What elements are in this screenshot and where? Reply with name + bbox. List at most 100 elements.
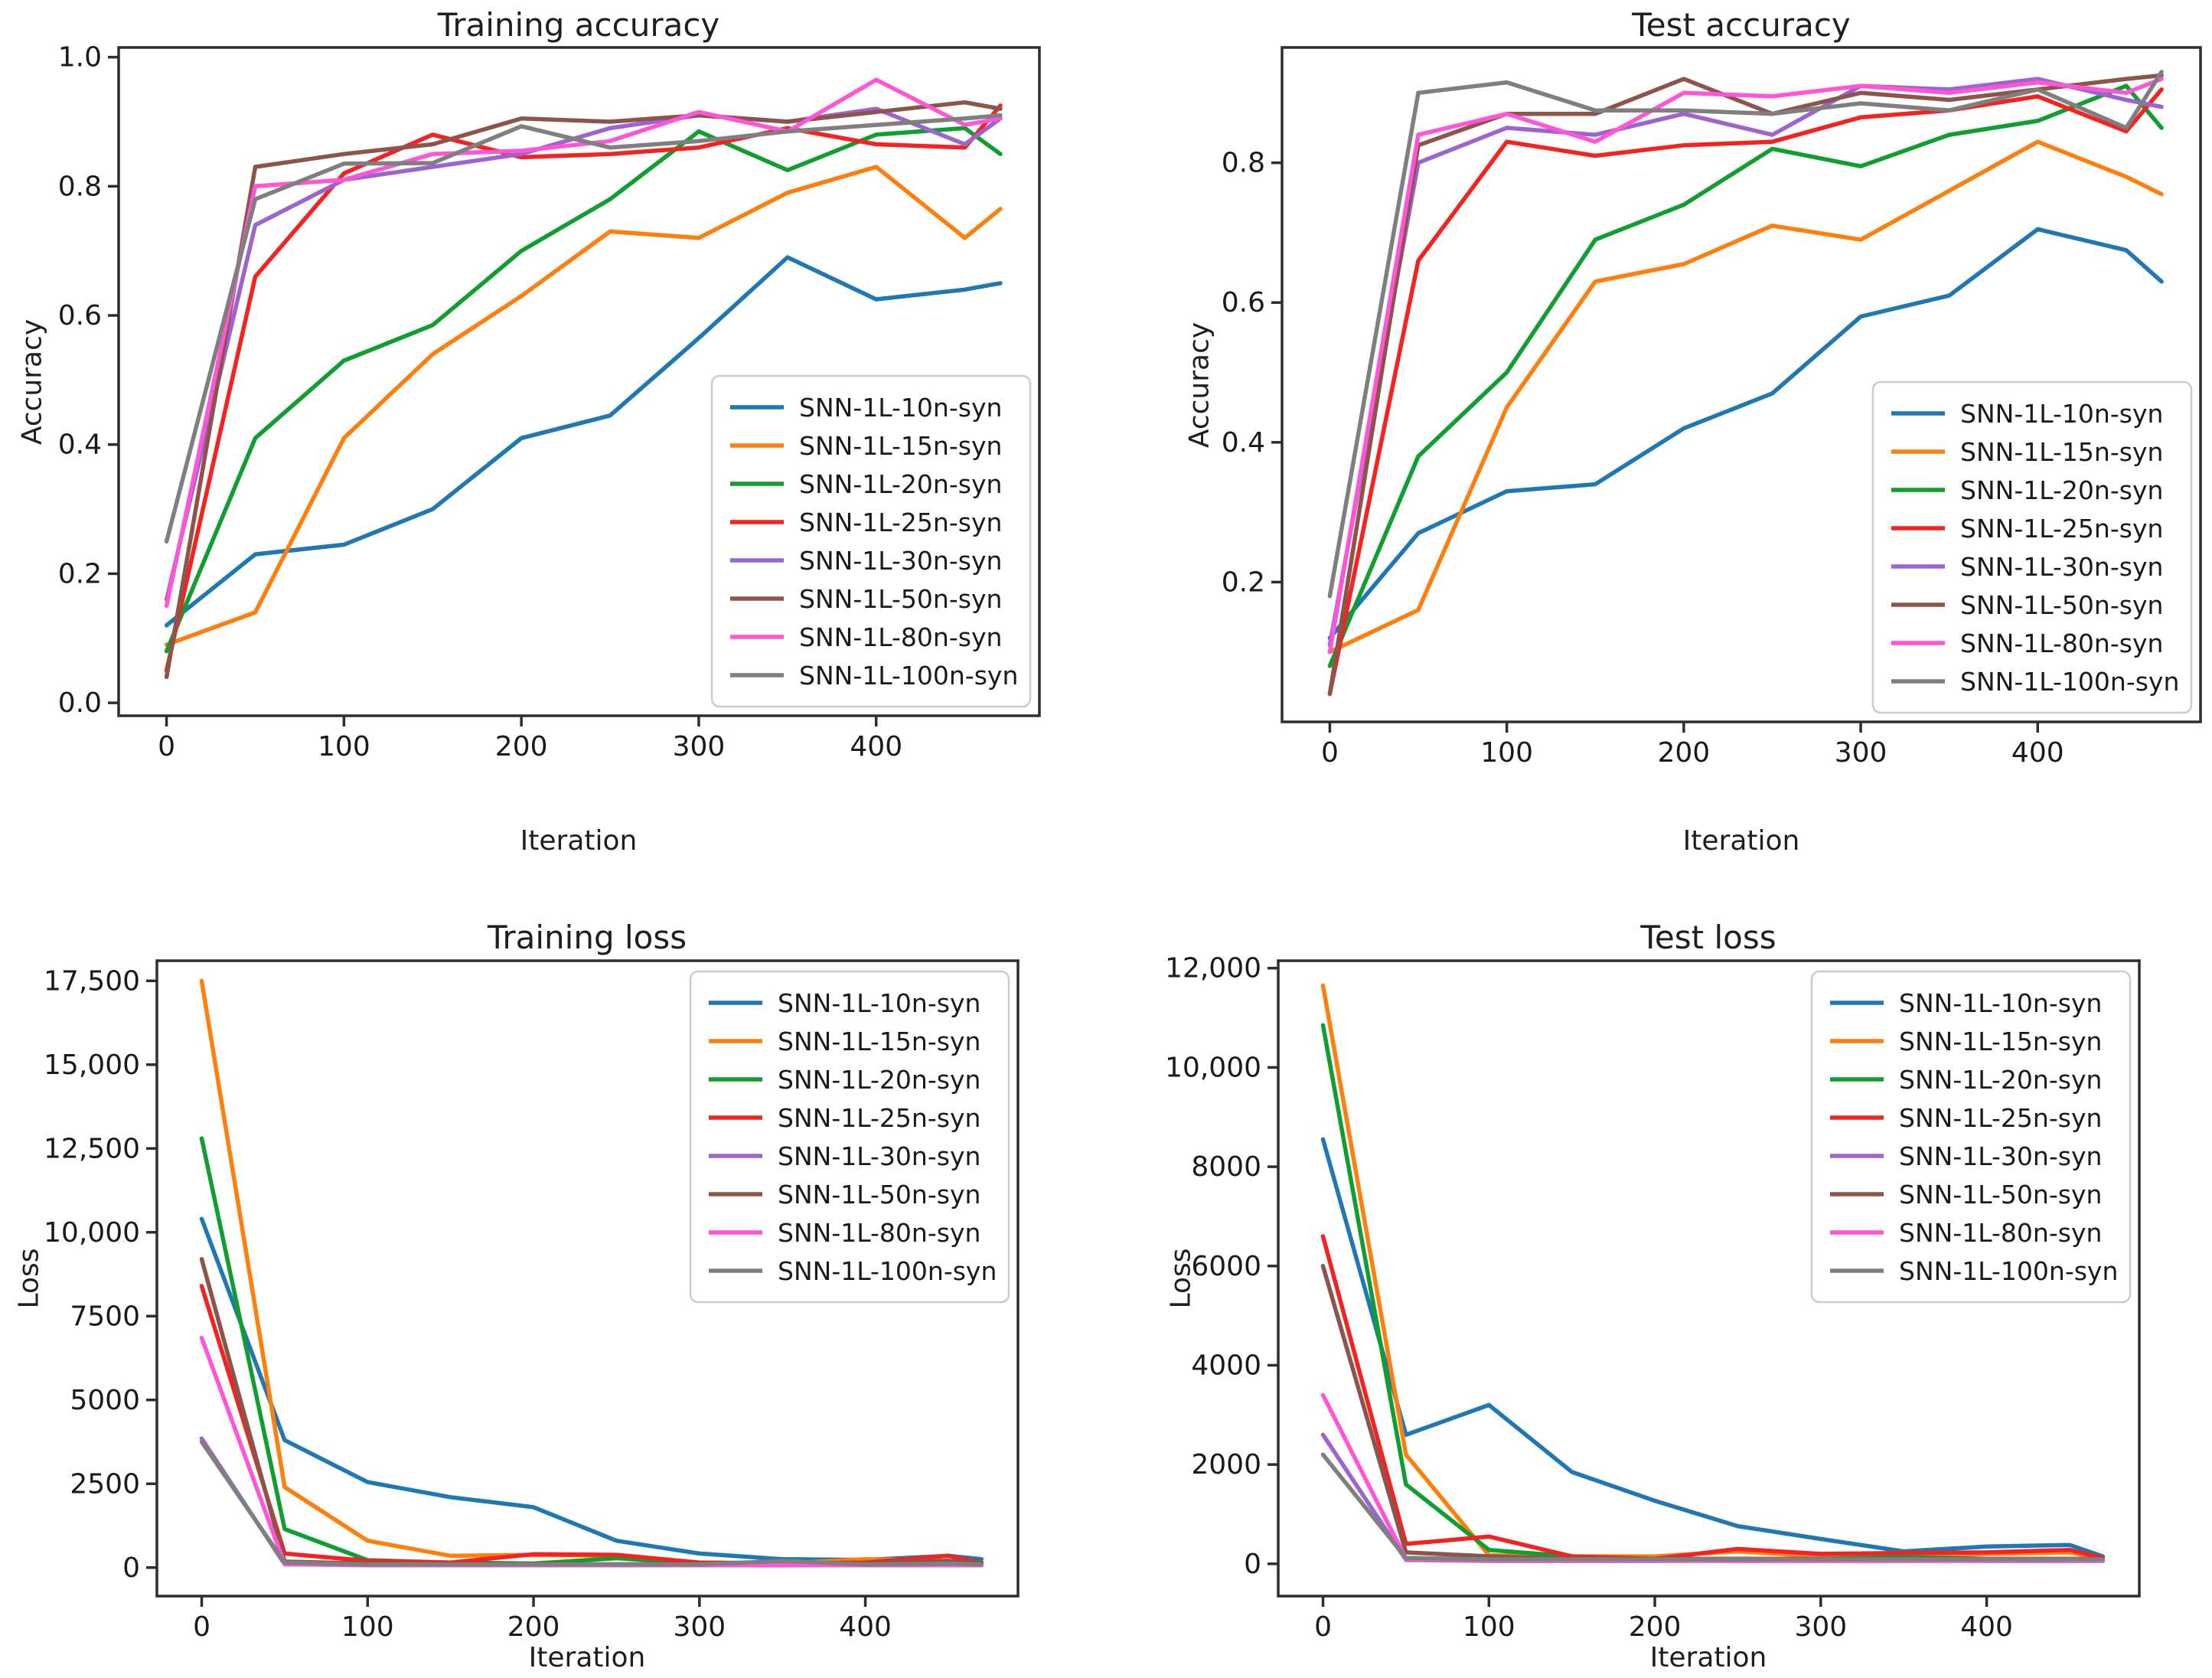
y-tick-label: 0.0 (58, 687, 102, 719)
y-tick-label: 0 (1244, 1549, 1261, 1580)
legend-entry-SNN-1L-30n-syn: SNN-1L-30n-syn (1891, 552, 2163, 582)
series-line-SNN-1L-25n-syn (1327, 87, 2164, 697)
test-accuracy-plot: 0 100 200 300 4000.20.40.60.8SNN-1L-10n-synS… (1222, 46, 2202, 769)
legend-entry-SNN-1L-25n-syn: SNN-1L-25n-syn (1891, 514, 2163, 544)
legend-label: SNN-1L-10n-syn (799, 393, 1002, 423)
y-axis-ticks: 0.2 0.4 0.6 0.8 (1222, 148, 1282, 598)
y-axis-label: Loss (1165, 1248, 1197, 1309)
x-tick-label: 300 (1835, 737, 1887, 769)
y-axis-label: Accuracy (1183, 322, 1215, 449)
y-axis-label: Accuracy (16, 318, 48, 446)
series-line-SNN-1L-10n-syn (1327, 227, 2164, 641)
x-tick-label: 100 (341, 1611, 394, 1643)
legend-label: SNN-1L-30n-syn (778, 1141, 980, 1171)
y-tick-label: 0.2 (58, 558, 102, 589)
chart-title-test-loss: Test loss (1640, 919, 1776, 956)
legend-label: SNN-1L-100n-syn (1899, 1256, 2118, 1286)
x-tick-label: 200 (1629, 1611, 1682, 1643)
x-tick-label: 100 (1480, 737, 1533, 769)
y-tick-label: 10,000 (1165, 1052, 1261, 1083)
legend-entry-SNN-1L-80n-syn: SNN-1L-80n-syn (1830, 1218, 2102, 1248)
series-line-SNN-1L-50n-syn (1320, 1264, 2106, 1562)
legend-label: SNN-1L-20n-syn (1960, 475, 2163, 505)
y-tick-label: 2500 (70, 1468, 140, 1500)
y-tick-label: 6000 (1191, 1251, 1261, 1282)
chart-test-loss: 0 100 200 300 400 0 2000 4000 6000 8000 10,000 12,0… (1106, 865, 2212, 1678)
legend-label: SNN-1L-80n-syn (778, 1218, 980, 1248)
plot-border (1277, 959, 2141, 1598)
legend-entry-SNN-1L-25n-syn: SNN-1L-25n-syn (709, 1103, 980, 1133)
y-tick-label: 0.8 (58, 171, 102, 202)
series-line-SNN-1L-10n-syn (1320, 1137, 2106, 1559)
series-line-SNN-1L-80n-syn (164, 77, 1003, 609)
series-line-SNN-1L-100n-syn (1327, 70, 2164, 599)
legend-entry-SNN-1L-30n-syn: SNN-1L-30n-syn (1830, 1141, 2102, 1171)
x-axis-label: Iteration (1682, 825, 1800, 857)
series-line-SNN-1L-80n-syn (1327, 77, 2164, 655)
legend-label: SNN-1L-10n-syn (778, 988, 980, 1018)
y-tick-label: 12,000 (1165, 953, 1261, 984)
y-tick-label: 1.0 (58, 42, 102, 73)
x-axis-ticks: 0 100 200 300 400 (158, 716, 902, 762)
legend-label: SNN-1L-100n-syn (1960, 667, 2179, 697)
x-axis-ticks: 0 100 200 300 400 (193, 1596, 892, 1643)
legend-entry-SNN-1L-20n-syn: SNN-1L-20n-syn (730, 469, 1002, 499)
x-axis-label: Iteration (520, 825, 638, 857)
legend-entry-SNN-1L-15n-syn: SNN-1L-15n-syn (1830, 1027, 2102, 1056)
series-line-SNN-1L-100n-syn (1320, 1452, 2106, 1562)
legend-label: SNN-1L-80n-syn (799, 622, 1002, 652)
chart-test-accuracy: 0 100 200 300 400 0.2 0.4 0.6 0.8 SNN-1L-10n-syn S… (1106, 0, 2212, 865)
y-tick-label: 0.4 (58, 429, 102, 461)
x-tick-label: 300 (673, 731, 726, 762)
legend-label: SNN-1L-15n-syn (778, 1027, 980, 1056)
y-tick-label: 0.6 (58, 300, 102, 331)
x-tick-label: 400 (839, 1611, 892, 1643)
legend-entry-SNN-1L-10n-syn: SNN-1L-10n-syn (1891, 399, 2163, 429)
x-tick-label: 400 (850, 731, 902, 762)
x-tick-label: 300 (673, 1611, 726, 1643)
chart-training-accuracy: 0 100 200 300 400 0.0 0.2 0.4 0.6 0.8 1.0 SNN-1L-10… (0, 0, 1106, 865)
y-tick-label: 0.8 (1222, 148, 1265, 179)
legend-box (710, 374, 1032, 708)
series-line-SNN-1L-50n-syn (164, 100, 1003, 680)
chart-title-training-loss: Training loss (487, 919, 687, 956)
x-tick-label: 300 (1794, 1611, 1847, 1643)
legend-entry-SNN-1L-30n-syn: SNN-1L-30n-syn (730, 546, 1002, 576)
x-tick-label: 0 (1321, 737, 1339, 769)
series-line-SNN-1L-20n-syn (164, 126, 1003, 654)
legend-label: SNN-1L-80n-syn (1899, 1218, 2102, 1248)
y-tick-label: 0.4 (1222, 427, 1265, 459)
legend-label: SNN-1L-80n-syn (1960, 628, 2163, 658)
legend-box (689, 970, 1010, 1304)
legend-entry-SNN-1L-100n-syn: SNN-1L-100n-syn (1830, 1256, 2118, 1286)
legend-entry-SNN-1L-10n-syn: SNN-1L-10n-syn (730, 393, 1002, 423)
series-line-SNN-1L-25n-syn (164, 103, 1003, 673)
legend-entry-SNN-1L-25n-syn: SNN-1L-25n-syn (730, 508, 1002, 537)
legend-entry-SNN-1L-20n-syn: SNN-1L-20n-syn (709, 1065, 980, 1095)
legend-label: SNN-1L-50n-syn (1899, 1180, 2102, 1210)
legend-label: SNN-1L-25n-syn (799, 508, 1002, 537)
y-tick-label: 8000 (1191, 1151, 1261, 1183)
test-loss-plot: 0 100 200 300 4000200040006000800010,00012,0… (1165, 953, 2141, 1643)
y-axis-ticks: 0 2000 4000 6000 8000 10,000 12,000 (1165, 953, 1278, 1580)
legend-entry-SNN-1L-80n-syn: SNN-1L-80n-syn (709, 1218, 980, 1248)
series-line-SNN-1L-10n-syn (164, 255, 1003, 628)
y-tick-label: 4000 (1191, 1350, 1261, 1381)
y-axis-ticks: 0 2500 5000 7500 10,000 12,500 15,000 17,500 (44, 965, 157, 1584)
y-tick-label: 12,500 (44, 1133, 140, 1164)
x-axis-ticks: 0 100 200 300 400 (1321, 722, 2064, 769)
legend-label: SNN-1L-25n-syn (1899, 1103, 2102, 1133)
legend-label: SNN-1L-30n-syn (1899, 1141, 2102, 1171)
y-tick-label: 17,500 (44, 965, 140, 997)
legend: SNN-1L-10n-syn SNN-1L-15n-syn SNN-1L-20n-s… (1810, 970, 2132, 1304)
legend-entry-SNN-1L-15n-syn: SNN-1L-15n-syn (730, 431, 1002, 461)
y-tick-label: 10,000 (44, 1217, 140, 1249)
legend-label: SNN-1L-20n-syn (778, 1065, 980, 1095)
legend-entry-SNN-1L-15n-syn: SNN-1L-15n-syn (1891, 437, 2163, 467)
legend-entry-SNN-1L-80n-syn: SNN-1L-80n-syn (730, 622, 1002, 652)
x-tick-label: 0 (158, 731, 175, 762)
series-line-SNN-1L-50n-syn (199, 1257, 984, 1567)
series-line-SNN-1L-30n-syn (164, 106, 1003, 602)
legend-label: SNN-1L-25n-syn (778, 1103, 980, 1133)
y-tick-label: 7500 (70, 1301, 140, 1332)
